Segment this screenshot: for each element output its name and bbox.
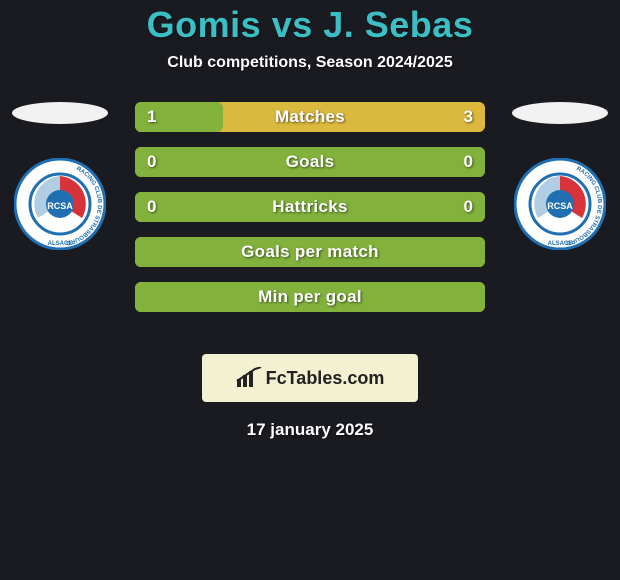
player-left-headshot: [12, 102, 108, 124]
comparison-card: Gomis vs J. Sebas Club competitions, Sea…: [0, 0, 620, 580]
svg-text:ALSACE: ALSACE: [548, 241, 573, 247]
player-left-club-badge: RCSA RACING CLUB DE STRASBOURG ALSACE: [14, 158, 106, 250]
player-left-block: RCSA RACING CLUB DE STRASBOURG ALSACE: [5, 102, 115, 250]
stat-bar: Goals per match: [135, 237, 485, 267]
svg-text:RCSA: RCSA: [547, 201, 573, 211]
svg-text:ALSACE: ALSACE: [48, 241, 73, 247]
stat-bars: Matches13 Goals00 Hattricks00 Goals per mat…: [135, 102, 485, 312]
stat-bar: Goals00: [135, 147, 485, 177]
player-right-club-badge: RCSA RACING CLUB DE STRASBOURG ALSACE: [514, 158, 606, 250]
stat-bar-left-fill: [135, 102, 223, 132]
stat-bar-value-right: 3: [464, 107, 473, 127]
stat-bar: Min per goal: [135, 282, 485, 312]
stat-bar: Hattricks00: [135, 192, 485, 222]
brand-text: FcTables.com: [266, 368, 385, 389]
stat-bar-left-fill: [135, 237, 485, 267]
player-right-block: RCSA RACING CLUB DE STRASBOURG ALSACE: [505, 102, 615, 250]
player-right-headshot: [512, 102, 608, 124]
page-title: Gomis vs J. Sebas: [147, 4, 474, 46]
vs-label: vs: [272, 4, 313, 45]
stat-bar-left-fill: [135, 147, 485, 177]
stat-bar-label: Matches: [275, 107, 345, 127]
stat-bar-left-fill: [135, 282, 485, 312]
player2-name: J. Sebas: [323, 4, 473, 45]
player1-name: Gomis: [147, 4, 262, 45]
club-badge-icon: RCSA RACING CLUB DE STRASBOURG ALSACE: [14, 158, 106, 250]
comparison-arena: RCSA RACING CLUB DE STRASBOURG ALSACE: [0, 102, 620, 362]
club-badge-icon: RCSA RACING CLUB DE STRASBOURG ALSACE: [514, 158, 606, 250]
subtitle: Club competitions, Season 2024/2025: [167, 54, 452, 72]
stat-bar-left-fill: [135, 192, 485, 222]
stat-bar: Matches13: [135, 102, 485, 132]
chart-icon: [236, 367, 262, 389]
date-label: 17 january 2025: [247, 420, 374, 440]
svg-text:RCSA: RCSA: [47, 201, 73, 211]
